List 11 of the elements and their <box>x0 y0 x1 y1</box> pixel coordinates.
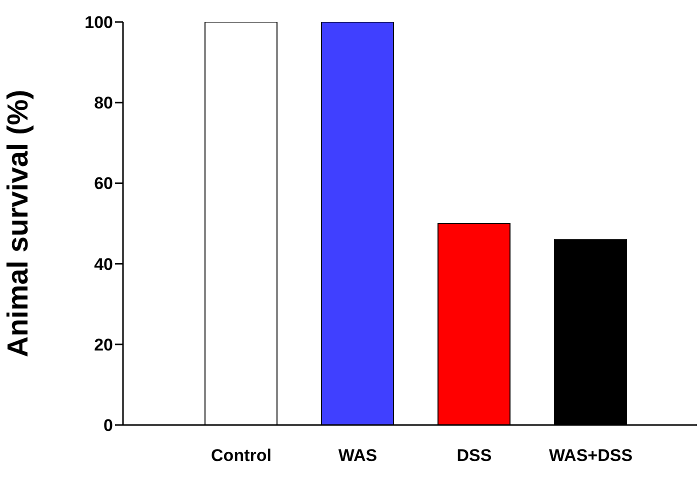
x-tick-label: WAS <box>338 446 378 466</box>
x-tick-label: Control <box>211 446 272 466</box>
x-tick-label: DSS <box>456 446 492 466</box>
y-tick-label: 20 <box>94 335 113 354</box>
y-tick-label: 100 <box>84 13 113 32</box>
y-tick-label: 0 <box>104 416 113 436</box>
y-axis-title: Animal survival (%) <box>2 90 34 358</box>
y-tick-label: 60 <box>94 174 113 194</box>
y-tick-label: 80 <box>94 94 113 113</box>
x-tick-label: WAS+DSS <box>548 446 633 466</box>
y-tick-label: 40 <box>94 254 113 274</box>
